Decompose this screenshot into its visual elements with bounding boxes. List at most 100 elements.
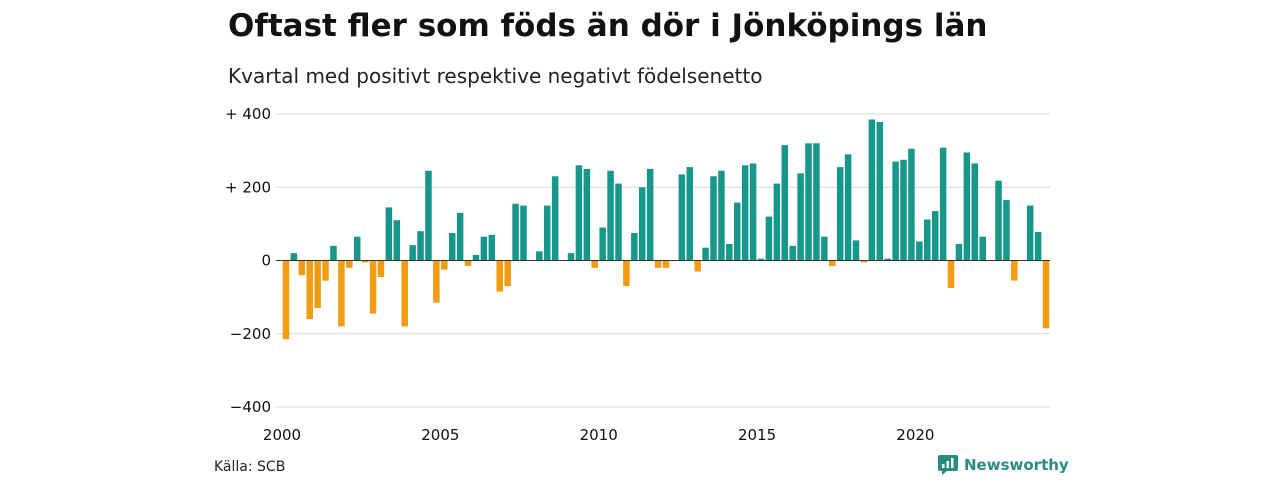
bar — [868, 119, 876, 261]
bar — [852, 240, 860, 261]
bar — [781, 145, 789, 261]
bar — [1011, 260, 1018, 281]
newsworthy-logo-text: Newsworthy — [964, 456, 1069, 474]
bar — [385, 207, 393, 261]
bar — [504, 260, 511, 287]
chart-subtitle: Kvartal med positivt respektive negativt… — [228, 64, 763, 88]
bar — [472, 255, 480, 261]
bar — [916, 241, 923, 261]
bar — [615, 183, 622, 261]
bar — [931, 211, 939, 261]
bar — [1042, 260, 1050, 329]
bar — [924, 219, 931, 261]
bar — [908, 148, 915, 261]
bar — [536, 251, 543, 261]
bar — [623, 260, 630, 287]
bar — [401, 260, 408, 327]
bar — [496, 260, 503, 292]
bar — [282, 260, 290, 340]
bar — [591, 260, 598, 268]
bar — [757, 258, 765, 261]
bar — [409, 245, 416, 261]
bar — [306, 260, 313, 320]
bar — [662, 260, 670, 268]
y-tick-label: + 400 — [225, 105, 271, 123]
bar — [433, 260, 440, 303]
bar — [773, 183, 781, 261]
bar — [979, 236, 986, 261]
bar — [377, 260, 385, 277]
bar — [322, 260, 329, 281]
bar — [425, 170, 432, 261]
bar — [749, 163, 757, 261]
bar — [805, 143, 812, 261]
bar — [314, 260, 321, 309]
bar — [639, 187, 646, 261]
bar — [678, 174, 686, 261]
bar — [726, 244, 733, 261]
bar — [939, 147, 947, 261]
bar — [417, 231, 424, 261]
bar — [567, 253, 575, 261]
bar — [892, 161, 899, 261]
bar — [575, 165, 583, 261]
bar — [393, 220, 401, 261]
y-tick-label: + 200 — [225, 178, 271, 196]
bar — [520, 205, 527, 261]
bar — [646, 168, 654, 261]
x-tick-label: 2000 — [263, 426, 301, 444]
bar — [464, 260, 472, 266]
bar — [860, 260, 868, 263]
bar — [448, 233, 456, 261]
bar — [543, 205, 551, 261]
bar — [789, 245, 796, 261]
bar — [797, 173, 804, 261]
bar — [607, 170, 614, 261]
bar — [330, 245, 337, 261]
bar — [694, 260, 701, 272]
bar — [512, 203, 519, 261]
bar — [741, 165, 749, 261]
bar — [813, 143, 820, 261]
source-label: Källa: SCB — [214, 459, 286, 475]
newsworthy-logo: Newsworthy — [938, 455, 1069, 475]
bar — [702, 247, 709, 261]
newsworthy-logo-icon — [938, 455, 958, 475]
bar — [290, 253, 298, 261]
bar — [821, 236, 828, 261]
x-tick-label: 2015 — [738, 426, 776, 444]
bar — [884, 258, 891, 261]
y-tick-label: −200 — [230, 325, 271, 343]
bar — [900, 159, 907, 261]
bar — [298, 260, 306, 276]
bar — [599, 227, 606, 261]
bar — [829, 260, 836, 266]
bar — [844, 154, 852, 261]
bar — [480, 236, 488, 261]
bar — [1034, 231, 1042, 261]
bar — [765, 216, 773, 261]
bar — [346, 260, 353, 268]
bar — [456, 212, 464, 261]
bar — [361, 260, 369, 263]
bar — [488, 234, 496, 261]
bar — [734, 202, 741, 261]
bar — [583, 168, 591, 261]
bar — [369, 260, 377, 314]
bar — [963, 152, 971, 261]
chart-title: Oftast fler som föds än dör i Jönköpings… — [228, 8, 988, 44]
bar — [836, 167, 844, 261]
bar — [338, 260, 345, 327]
bar — [1026, 205, 1034, 261]
x-tick-label: 2005 — [421, 426, 459, 444]
x-tick-label: 2020 — [896, 426, 934, 444]
y-tick-label: 0 — [261, 252, 271, 270]
bar — [686, 167, 693, 261]
bar — [876, 122, 884, 261]
bar — [971, 163, 979, 261]
bar — [353, 236, 361, 261]
y-tick-label: −400 — [230, 398, 271, 416]
bar — [631, 233, 638, 261]
x-tick-label: 2010 — [580, 426, 618, 444]
